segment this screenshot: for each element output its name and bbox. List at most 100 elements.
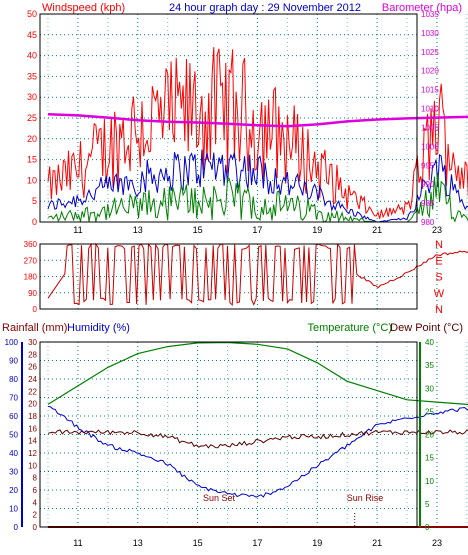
humidity-tick-label: 50 [9, 431, 18, 440]
windspeed-tick-label: 20 [27, 134, 37, 144]
humidity-tick-label: 20 [9, 486, 18, 495]
humidity-tick-label: 70 [9, 394, 18, 403]
climate-x-tick-label: 11 [73, 538, 82, 548]
temperature-tick-label: 30 [425, 384, 434, 393]
wind-direction-line [47, 242, 468, 306]
windspeed-tick-label: 40 [27, 51, 37, 61]
sunset-label: Sun Set [203, 493, 236, 503]
rainfall-tick-label: 24 [28, 375, 37, 384]
rainfall-tick-label: 30 [28, 338, 37, 347]
humidity-tick-label: 60 [9, 412, 18, 421]
rainfall-tick-label: 8 [33, 474, 38, 483]
wind-average-line [47, 149, 468, 223]
temperature-tick-label: 35 [425, 361, 434, 370]
direction-panel-frame [39, 243, 418, 310]
direction-compass-label: N [435, 304, 443, 316]
temperature-tick-label: 10 [425, 477, 434, 486]
chart-title: 24 hour graph day : 29 November 2012 [169, 2, 361, 14]
climate-x-tick-label: 17 [252, 538, 262, 548]
barometer-tick-label: 1020 [421, 67, 439, 76]
rainfall-tick-label: 0 [33, 523, 38, 532]
rainfall-tick-label: 4 [33, 498, 38, 507]
rainfall-tick-label: 26 [28, 363, 37, 372]
rainfall-tick-label: 2 [33, 511, 38, 520]
humidity-tick-label: 0 [14, 523, 19, 532]
climate-x-tick-label: 15 [193, 538, 203, 548]
direction-tick-label: 360 [24, 240, 38, 249]
direction-tick-label: 180 [24, 273, 38, 282]
direction-compass-label: E [435, 255, 442, 267]
rainfall-tick-label: 22 [28, 387, 37, 396]
climate-x-tick-label: 13 [133, 538, 143, 548]
direction-compass-label: S [435, 272, 442, 284]
windspeed-tick-label: 15 [27, 155, 37, 165]
rainfall-tick-label: 16 [28, 424, 37, 433]
windspeed-tick-label: 25 [27, 113, 37, 123]
windspeed-tick-label: 10 [27, 175, 37, 185]
barometer-tick-label: 1030 [421, 29, 439, 38]
humidity-tick-label: 100 [5, 338, 19, 347]
humidity-tick-label: 90 [9, 357, 18, 366]
temperature-axis-title: Temperature (°C) [308, 322, 392, 334]
direction-compass-label: W [434, 288, 445, 300]
temperature-line [47, 341, 468, 406]
rainfall-tick-label: 12 [28, 449, 37, 458]
temperature-tick-label: 20 [425, 431, 434, 440]
humidity-tick-label: 10 [9, 505, 18, 514]
wind-x-tick-label: 19 [312, 225, 322, 235]
barometer-tick-label: 1015 [421, 86, 439, 95]
humidity-tick-label: 30 [9, 468, 18, 477]
wind-low-line [47, 172, 468, 223]
humidity-tick-label: 80 [9, 375, 18, 384]
wind-gust-line [47, 47, 468, 219]
dewpoint-axis-title: Dew Point (°C) [390, 322, 463, 334]
windspeed-tick-label: 30 [27, 92, 37, 102]
barometer-tick-label: 985 [421, 199, 435, 208]
humidity-line [47, 406, 468, 498]
barometer-axis-title: Barometer (hpa) [382, 2, 462, 14]
barometer-line [47, 112, 468, 128]
wind-x-tick-label: 23 [432, 225, 442, 235]
windspeed-tick-label: 35 [27, 71, 37, 81]
barometer-tick-label: 1035 [421, 10, 439, 19]
wind-x-tick-label: 15 [193, 225, 203, 235]
rainfall-tick-label: 18 [28, 412, 37, 421]
barometer-tick-label: 1025 [421, 48, 439, 57]
direction-tick-label: 90 [28, 289, 37, 298]
windspeed-tick-label: 5 [32, 196, 37, 206]
barometer-tick-label: 1010 [421, 105, 439, 114]
direction-tick-label: 270 [24, 256, 38, 265]
windspeed-tick-label: 45 [27, 30, 37, 40]
windspeed-tick-label: 50 [27, 9, 37, 19]
temperature-tick-label: 15 [425, 454, 434, 463]
climate-x-tick-label: 23 [432, 538, 442, 548]
barometer-tick-label: 1000 [421, 142, 439, 151]
windspeed-tick-label: 0 [32, 217, 37, 227]
humidity-axis-title: Humidity (%) [67, 322, 130, 334]
temperature-tick-label: 0 [425, 523, 430, 532]
climate-x-tick-label: 19 [312, 538, 322, 548]
barometer-tick-label: 1005 [421, 123, 439, 132]
wind-x-tick-label: 11 [73, 225, 82, 235]
dewpoint-line [47, 429, 468, 449]
direction-tick-label: 0 [33, 305, 38, 314]
temperature-tick-label: 40 [425, 338, 434, 347]
wind-x-tick-label: 13 [133, 225, 143, 235]
barometer-tick-label: 995 [421, 161, 435, 170]
barometer-tick-label: 980 [421, 218, 435, 227]
rainfall-tick-label: 28 [28, 350, 37, 359]
temperature-tick-label: 5 [425, 500, 430, 509]
climate-x-tick-label: 21 [372, 538, 382, 548]
wind-panel-frame [39, 13, 418, 223]
wind-x-tick-label: 21 [372, 225, 382, 235]
rainfall-tick-label: 10 [28, 461, 37, 470]
rainfall-tick-label: 6 [33, 486, 38, 495]
rainfall-axis-title: Rainfall (mm) [2, 322, 67, 334]
direction-compass-label: N [435, 239, 443, 251]
rainfall-tick-label: 20 [28, 400, 37, 409]
rainfall-tick-label: 14 [28, 437, 37, 446]
wind-x-tick-label: 17 [252, 225, 262, 235]
temperature-tick-label: 25 [425, 407, 434, 416]
humidity-tick-label: 40 [9, 449, 18, 458]
